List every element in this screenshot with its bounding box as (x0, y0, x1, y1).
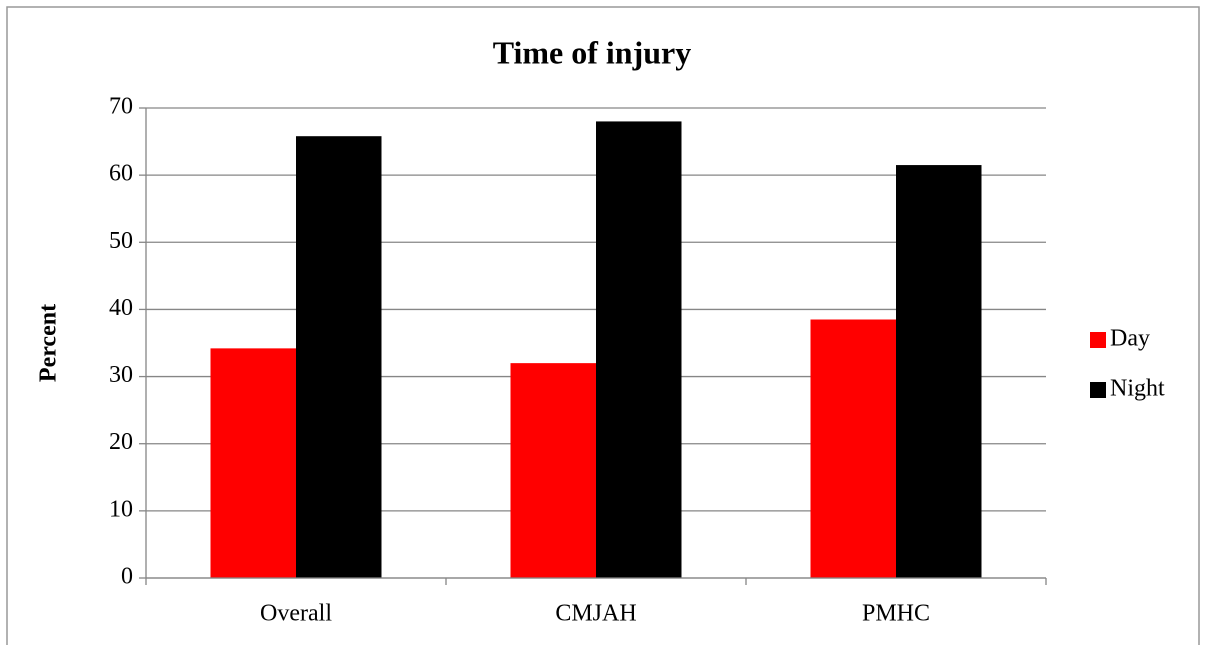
chart-frame (6, 6, 1200, 645)
bar (296, 136, 382, 578)
bar (896, 165, 982, 579)
bar (810, 319, 896, 578)
y-tick-label: 70 (109, 94, 133, 120)
y-tick-label: 40 (109, 295, 133, 321)
y-tick-label: 50 (109, 228, 133, 254)
y-tick-label: 60 (109, 161, 133, 187)
y-tick-label: 30 (109, 362, 133, 388)
y-axis-label: Percent (36, 304, 62, 382)
bar (596, 121, 682, 578)
bar (510, 363, 596, 578)
legend-swatch (1090, 382, 1106, 398)
y-tick-label: 10 (109, 496, 133, 522)
bar (210, 348, 296, 578)
legend-label: Day (1110, 326, 1150, 352)
y-tick-label: 0 (121, 564, 133, 590)
legend-swatch (1090, 332, 1106, 348)
y-tick-label: 20 (109, 429, 133, 455)
legend-label: Night (1110, 376, 1165, 402)
chart-title: Time of injury (493, 34, 692, 70)
x-tick-label: Overall (260, 601, 332, 627)
x-tick-label: PMHC (862, 601, 930, 627)
x-tick-label: CMJAH (555, 601, 636, 627)
